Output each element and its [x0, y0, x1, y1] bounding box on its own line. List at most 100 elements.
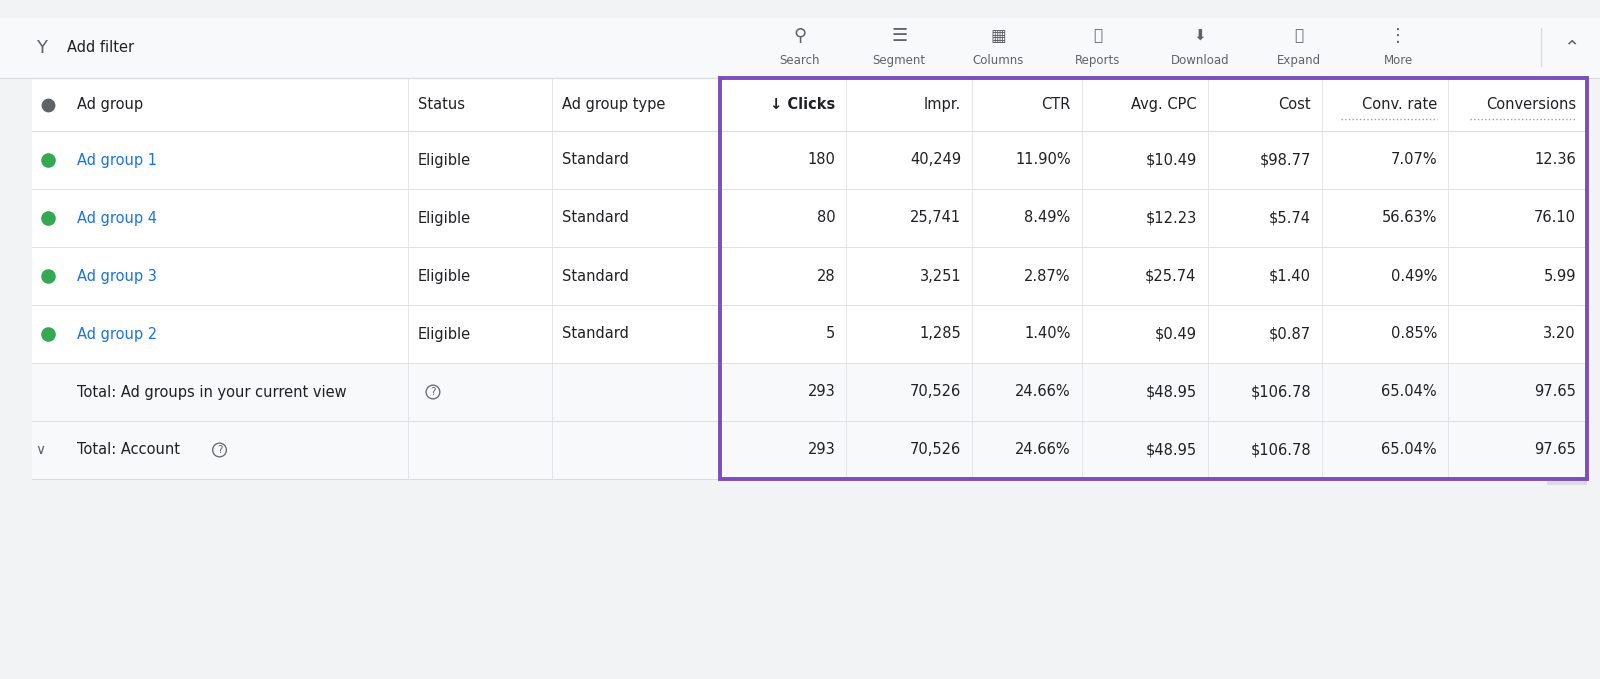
Text: 7.07%: 7.07% — [1390, 153, 1437, 168]
Text: Ad group: Ad group — [77, 97, 142, 112]
Text: $106.78: $106.78 — [1251, 384, 1310, 399]
Text: Add filter: Add filter — [67, 41, 134, 56]
Text: $25.74: $25.74 — [1146, 268, 1197, 284]
Text: 24.66%: 24.66% — [1014, 443, 1070, 458]
Text: 5: 5 — [826, 327, 835, 342]
Bar — [32, 421, 1587, 479]
Text: 25,741: 25,741 — [910, 210, 962, 225]
Point — [35, 270, 61, 281]
Text: Conv. rate: Conv. rate — [1362, 97, 1437, 112]
Text: 8.49%: 8.49% — [1024, 210, 1070, 225]
Text: 3,251: 3,251 — [920, 268, 962, 284]
Text: More: More — [1384, 54, 1413, 67]
Text: ◻: ◻ — [1293, 29, 1306, 43]
Point — [35, 213, 61, 223]
Text: $0.87: $0.87 — [1269, 327, 1310, 342]
Text: CTR: CTR — [1042, 97, 1070, 112]
Text: 0.85%: 0.85% — [1390, 327, 1437, 342]
Text: ⌃: ⌃ — [1563, 39, 1579, 58]
Text: 24.66%: 24.66% — [1014, 384, 1070, 399]
Text: Ad group 4: Ad group 4 — [77, 210, 157, 225]
Text: ◻: ◻ — [1091, 29, 1104, 43]
Text: $12.23: $12.23 — [1146, 210, 1197, 225]
Text: $10.49: $10.49 — [1146, 153, 1197, 168]
Bar — [0, 0, 1600, 18]
Text: Eligible: Eligible — [418, 268, 470, 284]
Bar — [1547, 479, 1587, 485]
Text: $1.40: $1.40 — [1269, 268, 1310, 284]
Text: Download: Download — [1171, 54, 1229, 67]
Text: 2.87%: 2.87% — [1024, 268, 1070, 284]
Text: Expand: Expand — [1277, 54, 1322, 67]
Point — [35, 155, 61, 166]
Text: $106.78: $106.78 — [1251, 443, 1310, 458]
Text: 65.04%: 65.04% — [1381, 443, 1437, 458]
Text: ?: ? — [216, 445, 222, 455]
Text: Standard: Standard — [562, 210, 629, 225]
Text: Total: Ad groups in your current view: Total: Ad groups in your current view — [77, 384, 347, 399]
Text: 5.99: 5.99 — [1544, 268, 1576, 284]
Text: Columns: Columns — [973, 54, 1024, 67]
Text: ⋮: ⋮ — [1389, 26, 1408, 45]
Text: ◻: ◻ — [794, 29, 806, 43]
Bar — [32, 78, 1587, 479]
Text: Reports: Reports — [1075, 54, 1120, 67]
Text: 40,249: 40,249 — [910, 153, 962, 168]
Bar — [0, 18, 1600, 78]
Text: 65.04%: 65.04% — [1381, 384, 1437, 399]
Text: 12.36: 12.36 — [1534, 153, 1576, 168]
Text: 3.20: 3.20 — [1544, 327, 1576, 342]
Text: 28: 28 — [816, 268, 835, 284]
Text: Search: Search — [779, 54, 821, 67]
Text: ◻: ◻ — [1194, 29, 1206, 43]
Text: Avg. CPC: Avg. CPC — [1131, 97, 1197, 112]
Text: ⛶: ⛶ — [1294, 29, 1304, 43]
Text: 56.63%: 56.63% — [1382, 210, 1437, 225]
Text: ◻: ◻ — [1392, 29, 1405, 43]
Text: Impr.: Impr. — [923, 97, 962, 112]
Text: Ad group 2: Ad group 2 — [77, 327, 157, 342]
Text: 11.90%: 11.90% — [1014, 153, 1070, 168]
Text: ⬇: ⬇ — [1194, 29, 1206, 43]
Text: $98.77: $98.77 — [1259, 153, 1310, 168]
Text: 1,285: 1,285 — [920, 327, 962, 342]
Text: Ad group type: Ad group type — [562, 97, 666, 112]
Text: $5.74: $5.74 — [1269, 210, 1310, 225]
Text: Standard: Standard — [562, 327, 629, 342]
Text: 1.40%: 1.40% — [1024, 327, 1070, 342]
Text: Eligible: Eligible — [418, 210, 470, 225]
Text: ⚲: ⚲ — [794, 26, 806, 45]
Text: $48.95: $48.95 — [1146, 384, 1197, 399]
Text: ☰: ☰ — [891, 26, 907, 45]
Text: 70,526: 70,526 — [910, 443, 962, 458]
Text: Status: Status — [418, 97, 464, 112]
Text: 0.49%: 0.49% — [1390, 268, 1437, 284]
Text: ◻: ◻ — [992, 29, 1005, 43]
Text: $48.95: $48.95 — [1146, 443, 1197, 458]
Bar — [32, 363, 1587, 421]
Text: 80: 80 — [816, 210, 835, 225]
Text: Ad group 1: Ad group 1 — [77, 153, 157, 168]
Text: Cost: Cost — [1278, 97, 1310, 112]
Text: Eligible: Eligible — [418, 153, 470, 168]
Point — [35, 99, 61, 110]
Text: Eligible: Eligible — [418, 327, 470, 342]
Text: 97.65: 97.65 — [1534, 384, 1576, 399]
Text: ◻: ◻ — [893, 29, 906, 43]
Text: Conversions: Conversions — [1486, 97, 1576, 112]
Text: ↓ Clicks: ↓ Clicks — [770, 97, 835, 112]
Text: Segment: Segment — [872, 54, 926, 67]
Point — [35, 329, 61, 340]
Text: 293: 293 — [808, 384, 835, 399]
Text: Standard: Standard — [562, 153, 629, 168]
Text: $0.49: $0.49 — [1155, 327, 1197, 342]
Text: ?: ? — [430, 387, 435, 397]
Text: 70,526: 70,526 — [910, 384, 962, 399]
Text: 293: 293 — [808, 443, 835, 458]
Text: 180: 180 — [808, 153, 835, 168]
Text: Y: Y — [37, 39, 46, 57]
Text: ∨: ∨ — [35, 443, 45, 457]
Text: 76.10: 76.10 — [1534, 210, 1576, 225]
Text: 97.65: 97.65 — [1534, 443, 1576, 458]
Text: Total: Account: Total: Account — [77, 443, 179, 458]
